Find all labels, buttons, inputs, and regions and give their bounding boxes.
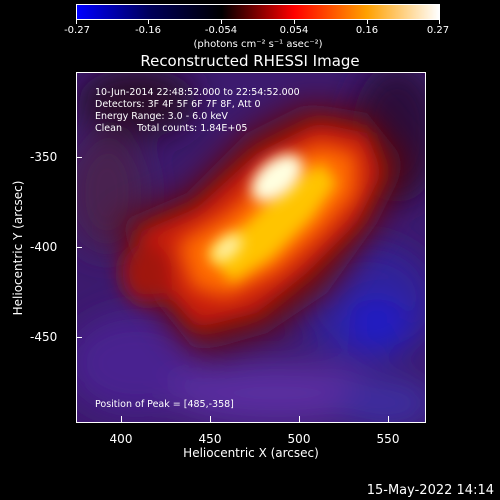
colorbar-tick-label: 0.054 [279,25,309,36]
info-time-range: 10-Jun-2014 22:48:52.000 to 22:54:52.000 [95,87,300,98]
peak-position: Position of Peak = [485,-358] [95,399,234,410]
plot-title: Reconstructed RHESSI Image [140,52,360,70]
y-axis-label: Heliocentric Y (arcsec) [11,180,25,316]
colorbar-tick-label: -0.054 [204,25,238,36]
y-tick-label: -400 [30,240,58,254]
colorbar-tick-label: -0.27 [64,25,90,36]
colorbar-units: (photons cm⁻² s⁻¹ asec⁻²) [193,39,323,50]
info-total-counts: Clean Total counts: 1.84E+05 [95,123,248,134]
y-tick-label: -450 [30,330,58,344]
y-tick-label: -350 [30,150,58,164]
colorbar [76,4,440,20]
info-energy-range: Energy Range: 3.0 - 6.0 keV [95,111,228,122]
x-tick-label: 550 [376,432,400,446]
colorbar-tick-label: 0.16 [355,25,379,36]
info-detectors: Detectors: 3F 4F 5F 6F 7F 8F, Att 0 [95,99,261,110]
timestamp: 15-May-2022 14:14 [366,483,494,498]
x-axis-label: Heliocentric X (arcsec) [183,446,319,460]
rhessi-image-canvas [77,73,425,422]
x-tick-label: 500 [287,432,311,446]
colorbar-tick-label: 0.27 [426,25,450,36]
colorbar-tick-label: -0.16 [135,25,161,36]
x-tick-label: 450 [198,432,222,446]
rhessi-image: 10-Jun-2014 22:48:52.000 to 22:54:52.000… [76,72,426,423]
x-tick-label: 400 [109,432,133,446]
